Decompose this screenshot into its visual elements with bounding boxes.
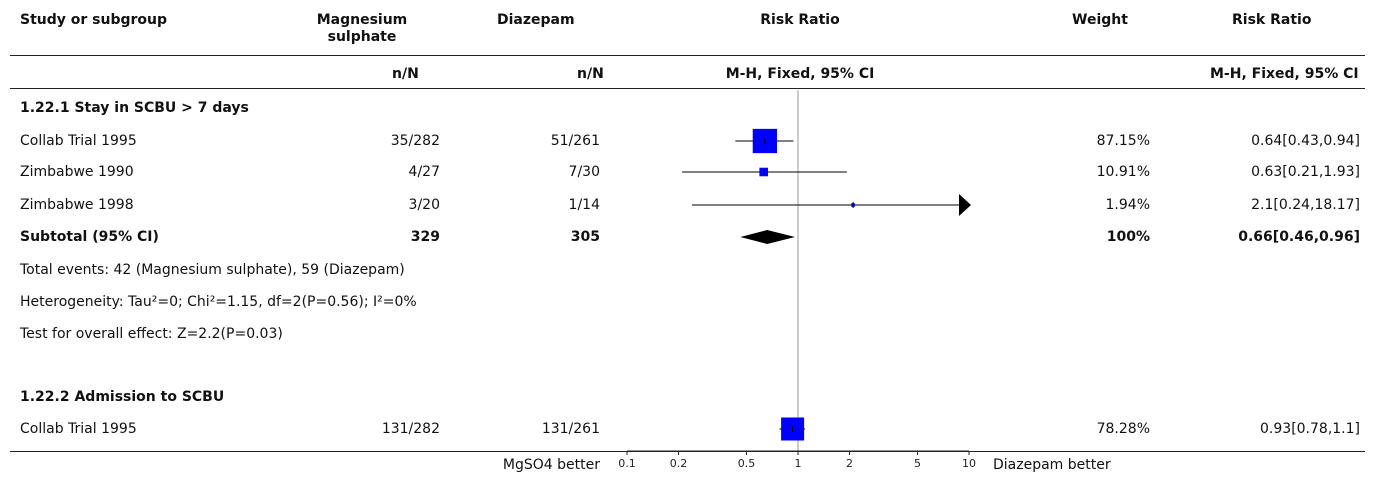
subtotal-diamond <box>740 230 795 244</box>
subtotal-n1: 329 <box>410 229 440 245</box>
left-favour-label: MgSO4 better <box>502 457 600 473</box>
total-events-note: Total events: 42 (Magnesium sulphate), 5… <box>20 262 405 278</box>
header-group2: Diazepam <box>497 12 575 28</box>
study-name: Collab Trial 1995 <box>20 421 137 437</box>
header-plot: Risk Ratio <box>760 12 840 28</box>
study-events-2: 131/261 <box>541 421 600 437</box>
header-method-rr: M-H, Fixed, 95% CI <box>1210 66 1359 82</box>
study-events-2: 51/261 <box>550 133 600 149</box>
columns-divider <box>10 88 1365 89</box>
header-study: Study or subgroup <box>20 12 168 28</box>
subtotal-label: Subtotal (95% CI) <box>20 229 159 245</box>
study-events-1: 35/282 <box>390 133 440 149</box>
study-name: Zimbabwe 1998 <box>20 197 134 213</box>
header-nn1: n/N <box>392 66 419 82</box>
x-tick-label: 10 <box>962 457 976 470</box>
heterogeneity-note: Heterogeneity: Tau²=0; Chi²=1.15, df=2(P… <box>20 294 417 310</box>
subtotal-n2: 305 <box>570 229 600 245</box>
header-method-plot: M-H, Fixed, 95% CI <box>725 66 875 82</box>
study-events-1: 131/282 <box>381 421 440 437</box>
subtotal-weight: 100% <box>1106 229 1150 245</box>
study-rr: 0.63[0.21,1.93] <box>1251 164 1360 180</box>
x-tick-label: 0.5 <box>738 457 756 470</box>
subgroup-title: 1.22.1 Stay in SCBU > 7 days <box>20 100 249 116</box>
subtotal-rr: 0.66[0.46,0.96] <box>1238 229 1360 245</box>
x-tick-label: 0.2 <box>670 457 688 470</box>
study-events-2: 1/14 <box>568 197 600 213</box>
x-tick-label: 0.1 <box>618 457 636 470</box>
subgroup-title: 1.22.2 Admission to SCBU <box>20 389 225 405</box>
header-rr: Risk Ratio <box>1232 12 1312 28</box>
overall-effect-note: Test for overall effect: Z=2.2(P=0.03) <box>20 326 283 342</box>
header-divider <box>10 55 1365 56</box>
header-group1: Magnesium sulphate <box>316 12 408 45</box>
x-tick-label: 5 <box>914 457 921 470</box>
study-weight: 87.15% <box>1096 133 1150 149</box>
study-rr: 0.93[0.78,1.1] <box>1260 421 1360 437</box>
ci-arrow <box>959 194 971 216</box>
study-events-1: 3/20 <box>408 197 440 213</box>
study-rr: 2.1[0.24,18.17] <box>1251 197 1360 213</box>
study-events-2: 7/30 <box>568 164 600 180</box>
header-weight: Weight <box>1072 12 1128 28</box>
x-tick-label: 2 <box>846 457 853 470</box>
study-weight: 10.91% <box>1096 164 1150 180</box>
study-weight: 1.94% <box>1105 197 1150 213</box>
header-nn2: n/N <box>577 66 604 82</box>
study-rr: 0.64[0.43,0.94] <box>1251 133 1360 149</box>
study-events-1: 4/27 <box>408 164 440 180</box>
study-name: Collab Trial 1995 <box>20 133 137 149</box>
study-weight: 78.28% <box>1096 421 1150 437</box>
right-favour-label: Diazepam better <box>993 457 1111 473</box>
x-tick-label: 1 <box>795 457 802 470</box>
study-name: Zimbabwe 1990 <box>20 164 134 180</box>
